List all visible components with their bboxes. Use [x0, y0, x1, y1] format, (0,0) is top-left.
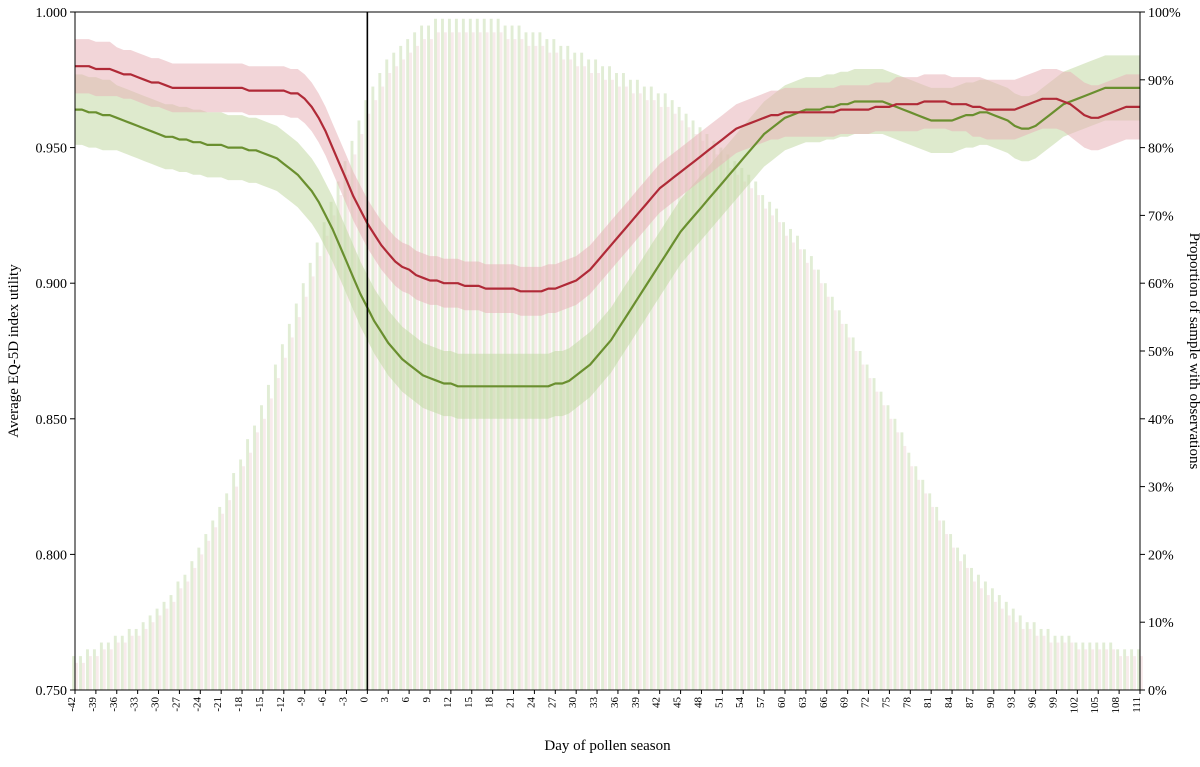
x-tick-label: -30 [150, 697, 162, 712]
x-tick-label: 93 [1006, 696, 1018, 708]
yleft-tick-label: 1.000 [36, 6, 68, 21]
x-tick-label: 15 [463, 697, 475, 709]
x-tick-label: 102 [1068, 697, 1080, 714]
x-tick-label: 54 [734, 697, 746, 709]
yright-tick-label: 20% [1148, 548, 1174, 563]
x-tick-label: -3 [337, 697, 349, 707]
x-tick-label: 84 [943, 697, 955, 709]
yright-tick-label: 30% [1148, 481, 1174, 496]
chart-svg: 0.7500.8000.8500.9000.9501.0000%10%20%30… [0, 0, 1200, 767]
yleft-tick-label: 0.850 [36, 413, 68, 428]
x-tick-label: 111 [1131, 697, 1143, 713]
x-tick-label: -6 [317, 697, 329, 707]
x-tick-label: 69 [839, 697, 851, 709]
yright-tick-label: 40% [1148, 413, 1174, 428]
x-tick-label: 72 [860, 697, 872, 708]
yright-axis-label: Proportion of sample with observations [1186, 233, 1200, 470]
x-tick-label: -39 [87, 697, 99, 712]
x-tick-label: 3 [379, 697, 391, 703]
yright-tick-label: 60% [1148, 277, 1174, 292]
x-tick-label: 21 [505, 697, 517, 708]
x-tick-label: 18 [484, 697, 496, 709]
x-tick-label: 60 [776, 697, 788, 709]
x-tick-label: 78 [901, 697, 913, 709]
x-axis-label: Day of pollen season [544, 738, 671, 754]
x-tick-label: 108 [1110, 697, 1122, 714]
x-tick-label: 0 [358, 697, 370, 703]
x-tick-label: -33 [129, 697, 141, 712]
x-tick-label: 24 [525, 697, 537, 709]
x-tick-label: 30 [567, 697, 579, 709]
x-tick-label: 9 [421, 697, 433, 703]
x-tick-label: 48 [692, 697, 704, 709]
yleft-tick-label: 0.950 [36, 142, 68, 157]
yright-tick-label: 90% [1148, 74, 1174, 89]
x-tick-label: 63 [797, 697, 809, 709]
x-tick-label: 36 [609, 697, 621, 709]
x-tick-label: -24 [191, 697, 203, 712]
x-tick-label: -9 [296, 697, 308, 707]
x-tick-label: 33 [588, 697, 600, 709]
x-tick-label: 105 [1089, 697, 1101, 714]
chart-figure: 0.7500.8000.8500.9000.9501.0000%10%20%30… [0, 0, 1200, 767]
x-tick-label: 6 [400, 697, 412, 703]
yleft-tick-label: 0.750 [36, 684, 68, 699]
yleft-tick-label: 0.900 [36, 277, 68, 292]
x-tick-label: -18 [233, 697, 245, 712]
yright-tick-label: 10% [1148, 616, 1174, 631]
x-tick-label: 99 [1047, 697, 1059, 709]
yright-tick-label: 70% [1148, 209, 1174, 224]
yright-tick-label: 50% [1148, 345, 1174, 360]
yright-tick-label: 100% [1148, 6, 1181, 21]
x-tick-label: 57 [755, 697, 767, 709]
x-tick-label: 39 [630, 697, 642, 709]
x-tick-label: -42 [66, 697, 78, 712]
yleft-tick-label: 0.800 [36, 548, 68, 563]
x-tick-label: -27 [170, 697, 182, 712]
x-tick-label: -36 [108, 697, 120, 712]
x-tick-label: -12 [275, 697, 287, 712]
x-tick-label: -21 [212, 697, 224, 712]
yright-tick-label: 0% [1148, 684, 1167, 699]
x-tick-label: 96 [1027, 697, 1039, 709]
x-tick-label: 12 [442, 697, 454, 708]
x-tick-label: 45 [672, 697, 684, 709]
x-tick-label: 51 [713, 697, 725, 708]
x-tick-label: 81 [922, 697, 934, 708]
yleft-axis-label: Average EQ-5D index utility [6, 264, 22, 438]
x-tick-label: -15 [254, 697, 266, 712]
x-tick-label: 27 [546, 697, 558, 709]
yright-tick-label: 80% [1148, 142, 1174, 157]
x-tick-label: 87 [964, 697, 976, 709]
x-tick-label: 90 [985, 697, 997, 709]
x-tick-label: 66 [818, 697, 830, 709]
x-tick-label: 75 [880, 697, 892, 709]
x-tick-label: 42 [651, 697, 663, 708]
